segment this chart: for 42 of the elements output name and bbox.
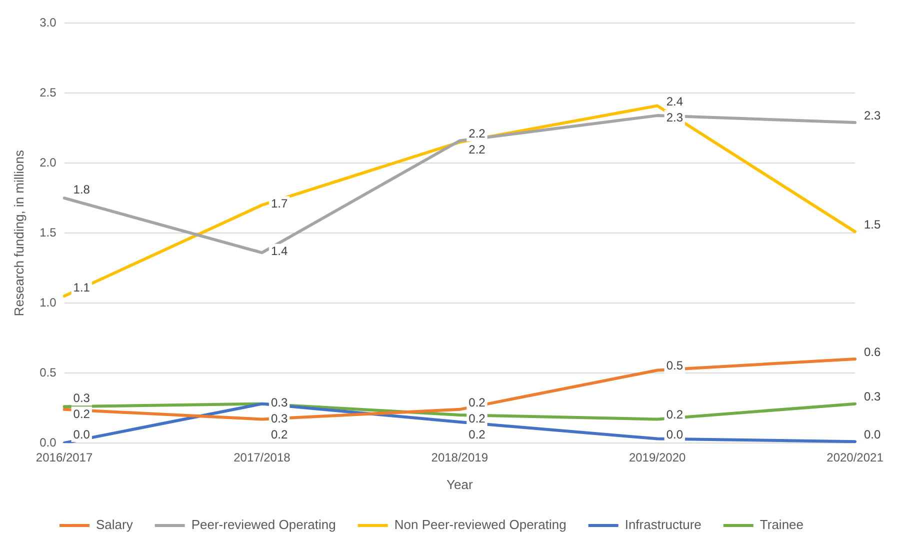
data-label: 1.8 — [73, 182, 90, 196]
data-label: 0.5 — [666, 358, 684, 373]
x-tick-label: 2018/2019 — [431, 450, 488, 465]
data-label: 0.2 — [666, 408, 684, 422]
data-label: 0.2 — [468, 427, 486, 442]
data-label: 0.2 — [73, 406, 90, 421]
data-label: 2.2 — [468, 142, 486, 157]
data-label: 0.2 — [468, 411, 486, 426]
data-label: 2.3 — [666, 110, 684, 124]
legend-label: Salary — [96, 517, 134, 532]
legend-label: Non Peer-reviewed Operating — [394, 517, 566, 532]
data-label: 0.0 — [864, 427, 882, 442]
x-axis-title: Year — [446, 476, 474, 492]
x-tick-label: 2020/2021 — [826, 450, 884, 465]
data-label: 2.3 — [864, 108, 882, 122]
y-tick-label: 3.0 — [40, 16, 57, 30]
y-tick-label: 0.0 — [40, 435, 57, 450]
data-label: 1.1 — [73, 280, 90, 294]
legend-label: Trainee — [760, 517, 804, 532]
y-tick-label: 1.5 — [40, 225, 57, 240]
data-label: 0.0 — [666, 427, 684, 442]
x-tick-label: 2016/2017 — [36, 450, 93, 465]
legend-label: Infrastructure — [624, 517, 702, 532]
x-tick-label: 2019/2020 — [628, 450, 686, 465]
data-label: 0.2 — [270, 427, 288, 442]
data-label: 1.5 — [864, 217, 882, 232]
data-label: 1.7 — [270, 196, 288, 211]
data-label: 0.6 — [864, 344, 882, 359]
data-label: 0.3 — [864, 390, 882, 404]
data-label: 0.3 — [73, 390, 90, 405]
y-tick-label: 2.0 — [40, 155, 57, 170]
y-tick-label: 2.5 — [40, 85, 57, 100]
data-label: 0.2 — [468, 395, 486, 410]
y-tick-label: 0.5 — [40, 365, 57, 380]
y-axis-title: Research funding, in millions — [11, 150, 26, 316]
legend-label: Peer-reviewed Operating — [191, 517, 336, 532]
data-label: 2.4 — [666, 94, 684, 108]
data-label: 1.4 — [270, 244, 288, 258]
x-tick-label: 2017/2018 — [234, 450, 291, 465]
data-label: 0.0 — [73, 427, 90, 442]
data-label: 2.2 — [468, 126, 486, 141]
y-tick-label: 1.0 — [40, 295, 57, 310]
